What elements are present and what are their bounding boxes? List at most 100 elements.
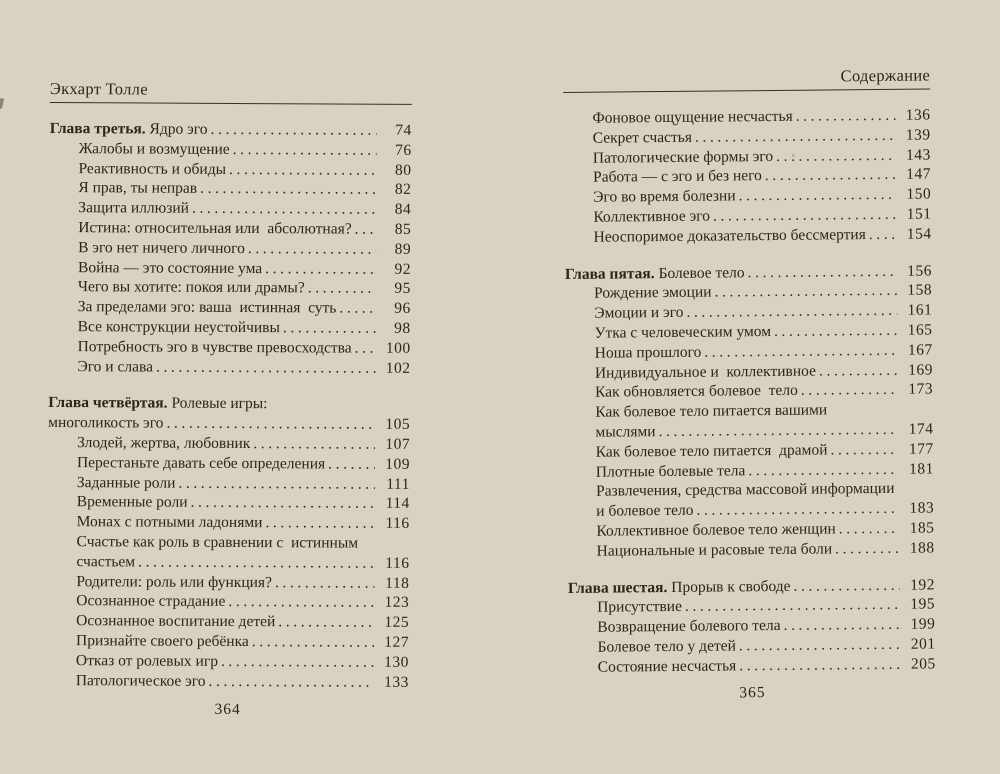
entry-title: Коллективное болевое тело женщин bbox=[596, 520, 836, 540]
dot-leader bbox=[839, 519, 900, 539]
entry-title: Как болевое тело питается вашими bbox=[595, 401, 828, 421]
entry-title: Как обновляется болевое тело bbox=[595, 382, 798, 402]
entry-page-number: 154 bbox=[906, 225, 932, 243]
right-folio-page-number: 365 bbox=[739, 683, 766, 701]
toc-entry-row: Реактивность и обиды 80 bbox=[49, 159, 411, 181]
entry-page-number: 118 bbox=[385, 574, 410, 592]
entry-page-number: 107 bbox=[385, 435, 411, 453]
entry-page-number: 116 bbox=[385, 514, 410, 533]
dot-leader bbox=[355, 220, 377, 240]
entry-title: мыслями bbox=[595, 423, 656, 441]
toc-entry-row: многоликость эго 105 bbox=[48, 413, 410, 435]
dot-leader bbox=[796, 106, 896, 127]
entry-page-number: 167 bbox=[907, 341, 933, 359]
dot-leader bbox=[166, 414, 375, 435]
dot-leader bbox=[776, 145, 896, 166]
dot-leader bbox=[685, 595, 900, 617]
dot-leader bbox=[793, 575, 900, 596]
entry-title: Осознанное воспитание детей bbox=[76, 612, 276, 631]
dot-leader bbox=[739, 635, 901, 656]
right-running-head: Содержание bbox=[563, 65, 931, 93]
dot-leader bbox=[713, 205, 897, 227]
entry-page-number: 125 bbox=[384, 613, 410, 632]
entry-page-number: 74 bbox=[395, 121, 412, 139]
entry-title: Фоновое ощущение несчастья bbox=[592, 107, 793, 127]
dot-leader bbox=[695, 126, 896, 148]
entry-page-number: 151 bbox=[906, 205, 932, 223]
entry-title: Состояние несчастья bbox=[597, 657, 737, 676]
dot-leader bbox=[696, 499, 899, 521]
toc-entry-row: Монах с потными ладонями 116 bbox=[48, 512, 410, 534]
entry-title: Жалобы и возмущение bbox=[78, 139, 230, 158]
toc-entry-row: Защита иллюзий 84 bbox=[49, 198, 411, 220]
toc-entry-row: Чего вы хотите: покоя или драмы? 95 bbox=[49, 277, 411, 299]
toc-entry-row: Осознанное воспитание детей 125 bbox=[47, 611, 409, 633]
dot-leader bbox=[714, 281, 897, 303]
dot-leader bbox=[739, 655, 901, 676]
entry-title: Счастье как роль в сравнении с истинным bbox=[76, 533, 359, 552]
entry-title: Неоспоримое доказательство бессмертия bbox=[593, 225, 866, 246]
entry-page-number: 192 bbox=[910, 575, 936, 594]
entry-title: Война — это состояние ума bbox=[77, 258, 263, 277]
entry-page-number: 92 bbox=[394, 260, 412, 278]
dot-leader bbox=[783, 615, 900, 636]
entry-page-number: 82 bbox=[394, 181, 412, 199]
entry-title: Все конструкции неустойчивы bbox=[77, 318, 280, 337]
dot-leader bbox=[278, 612, 374, 632]
entry-page-number: 100 bbox=[385, 339, 411, 357]
chapter-label: Глава пятая. bbox=[564, 264, 659, 283]
dot-leader bbox=[801, 380, 898, 401]
toc-chapter-row: Глава четвёртая. Ролевые игры: bbox=[48, 393, 410, 415]
dot-leader bbox=[748, 459, 899, 480]
entry-title: Эго во время болезни bbox=[593, 187, 736, 206]
toc-entry-row: Я прав, ты неправ 82 bbox=[49, 178, 411, 200]
entry-title: Истина: относительная или абсолютная? bbox=[78, 219, 352, 238]
entry-title: Секрет счастья bbox=[592, 128, 693, 147]
entry-page-number: 80 bbox=[394, 161, 412, 179]
entry-title: и болевое тело bbox=[596, 501, 694, 520]
entry-title: Национальные и расовые тела боли bbox=[596, 540, 833, 560]
entry-page-number: 96 bbox=[394, 299, 411, 318]
entry-page-number: 111 bbox=[386, 475, 410, 493]
entry-page-number: 173 bbox=[908, 380, 934, 399]
entry-title: Прорыв к свободе bbox=[671, 577, 791, 596]
dot-leader bbox=[210, 120, 376, 141]
entry-page-number: 139 bbox=[905, 126, 931, 144]
dot-leader bbox=[200, 179, 376, 200]
entry-page-number: 169 bbox=[908, 361, 933, 379]
dot-leader bbox=[138, 552, 374, 573]
toc-entry-row: В эго нет ничего личного 89 bbox=[49, 238, 411, 260]
entry-title: Временные роли bbox=[76, 493, 188, 512]
left-toc-list: Глава третья. Ядро эго74Жалобы и возмуще… bbox=[47, 119, 412, 692]
entry-page-number: 130 bbox=[384, 653, 410, 671]
dot-leader bbox=[869, 225, 897, 245]
toc-entry-row: Как обновляется болевое тело 173 bbox=[566, 380, 933, 403]
entry-title: Отказ от ролевых игр bbox=[75, 651, 219, 670]
entry-title: Присутствие bbox=[597, 598, 683, 617]
chapter-label: Глава третья. bbox=[49, 119, 150, 138]
dot-leader bbox=[774, 321, 898, 342]
entry-title: В эго нет ничего личного bbox=[78, 238, 245, 257]
entry-title: Ноша прошлого bbox=[594, 343, 702, 362]
dot-leader bbox=[248, 239, 376, 259]
entry-title: Патологическое эго bbox=[75, 671, 206, 690]
entry-title: Признайте своего ребёнка bbox=[76, 632, 249, 650]
dot-leader bbox=[686, 301, 897, 323]
entry-page-number: 109 bbox=[385, 455, 411, 473]
right-toc-list: Фоновое ощущение несчастья 136 Секрет счас… bbox=[563, 105, 936, 677]
entry-page-number: 98 bbox=[394, 319, 411, 337]
spacer bbox=[267, 409, 410, 410]
entry-title: Возвращение болевого тела bbox=[597, 617, 781, 636]
entry-page-number: 205 bbox=[910, 655, 936, 673]
entry-page-number: 89 bbox=[394, 240, 412, 258]
dot-leader bbox=[355, 338, 376, 358]
entry-title: Болевое тело у детей bbox=[597, 637, 736, 656]
toc-entry-row: Истина: относительная или абсолютная? 85 bbox=[49, 218, 411, 240]
entry-title: Потребность эго в чувстве превосходства bbox=[77, 337, 352, 357]
dot-leader bbox=[308, 279, 376, 299]
toc-entry-row: Осознанное страдание 123 bbox=[47, 591, 409, 613]
left-running-head: Экхарт Толле bbox=[49, 79, 412, 105]
chapter-label: Глава шестая. bbox=[567, 578, 672, 597]
entry-page-number: 84 bbox=[394, 200, 412, 219]
